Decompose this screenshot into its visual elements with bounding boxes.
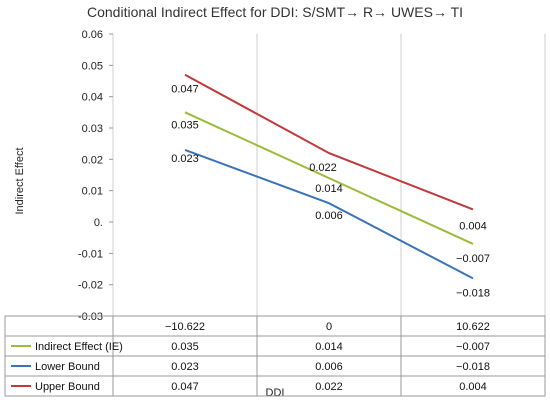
- data-label: −0.018: [456, 287, 490, 299]
- y-tick-label: 0.01: [82, 186, 103, 198]
- data-label: 0.035: [171, 119, 199, 131]
- y-tick-label: 0.: [94, 217, 103, 229]
- data-label: 0.004: [459, 220, 487, 232]
- table-cell: 0.022: [315, 381, 343, 393]
- table-cell: 0.035: [171, 341, 199, 353]
- table-cell: 0.047: [171, 381, 199, 393]
- table-cell: −0.018: [456, 361, 490, 373]
- series-line: [184, 111, 474, 245]
- data-label: 0.022: [309, 162, 337, 174]
- y-tick-label: -0.01: [78, 248, 103, 260]
- table-cell: 0.023: [171, 361, 199, 373]
- y-tick-label: 0.04: [82, 92, 103, 104]
- y-tick-label: 0.03: [82, 123, 103, 135]
- data-label: 0.014: [315, 183, 343, 195]
- legend-label: Lower Bound: [35, 361, 100, 373]
- series-line: [184, 148, 474, 280]
- y-tick-label: -0.02: [78, 280, 103, 292]
- table-cell: −0.007: [456, 341, 490, 353]
- y-tick-label: 0.05: [82, 60, 103, 72]
- x-tick-label: 0: [326, 321, 332, 333]
- y-tick-label: -0.03: [78, 311, 103, 323]
- x-tick-label: 10.622: [456, 321, 490, 333]
- legend-label: Indirect Effect (IE): [35, 341, 123, 353]
- y-tick-label: 0.06: [82, 29, 103, 41]
- x-tick-label: −10.622: [165, 321, 205, 333]
- y-tick-label: 0.02: [82, 154, 103, 166]
- table-cell: 0.014: [315, 341, 343, 353]
- data-label: −0.007: [456, 253, 490, 265]
- series-line: [184, 73, 474, 211]
- legend-label: Upper Bound: [35, 381, 100, 393]
- data-label: 0.006: [315, 210, 343, 222]
- table-cell: 0.004: [459, 381, 487, 393]
- data-label: 0.023: [171, 153, 199, 165]
- data-label: 0.047: [171, 84, 199, 96]
- table-cell: 0.006: [315, 361, 343, 373]
- chart-title: Conditional Indirect Effect for DDI: S/S…: [86, 4, 464, 20]
